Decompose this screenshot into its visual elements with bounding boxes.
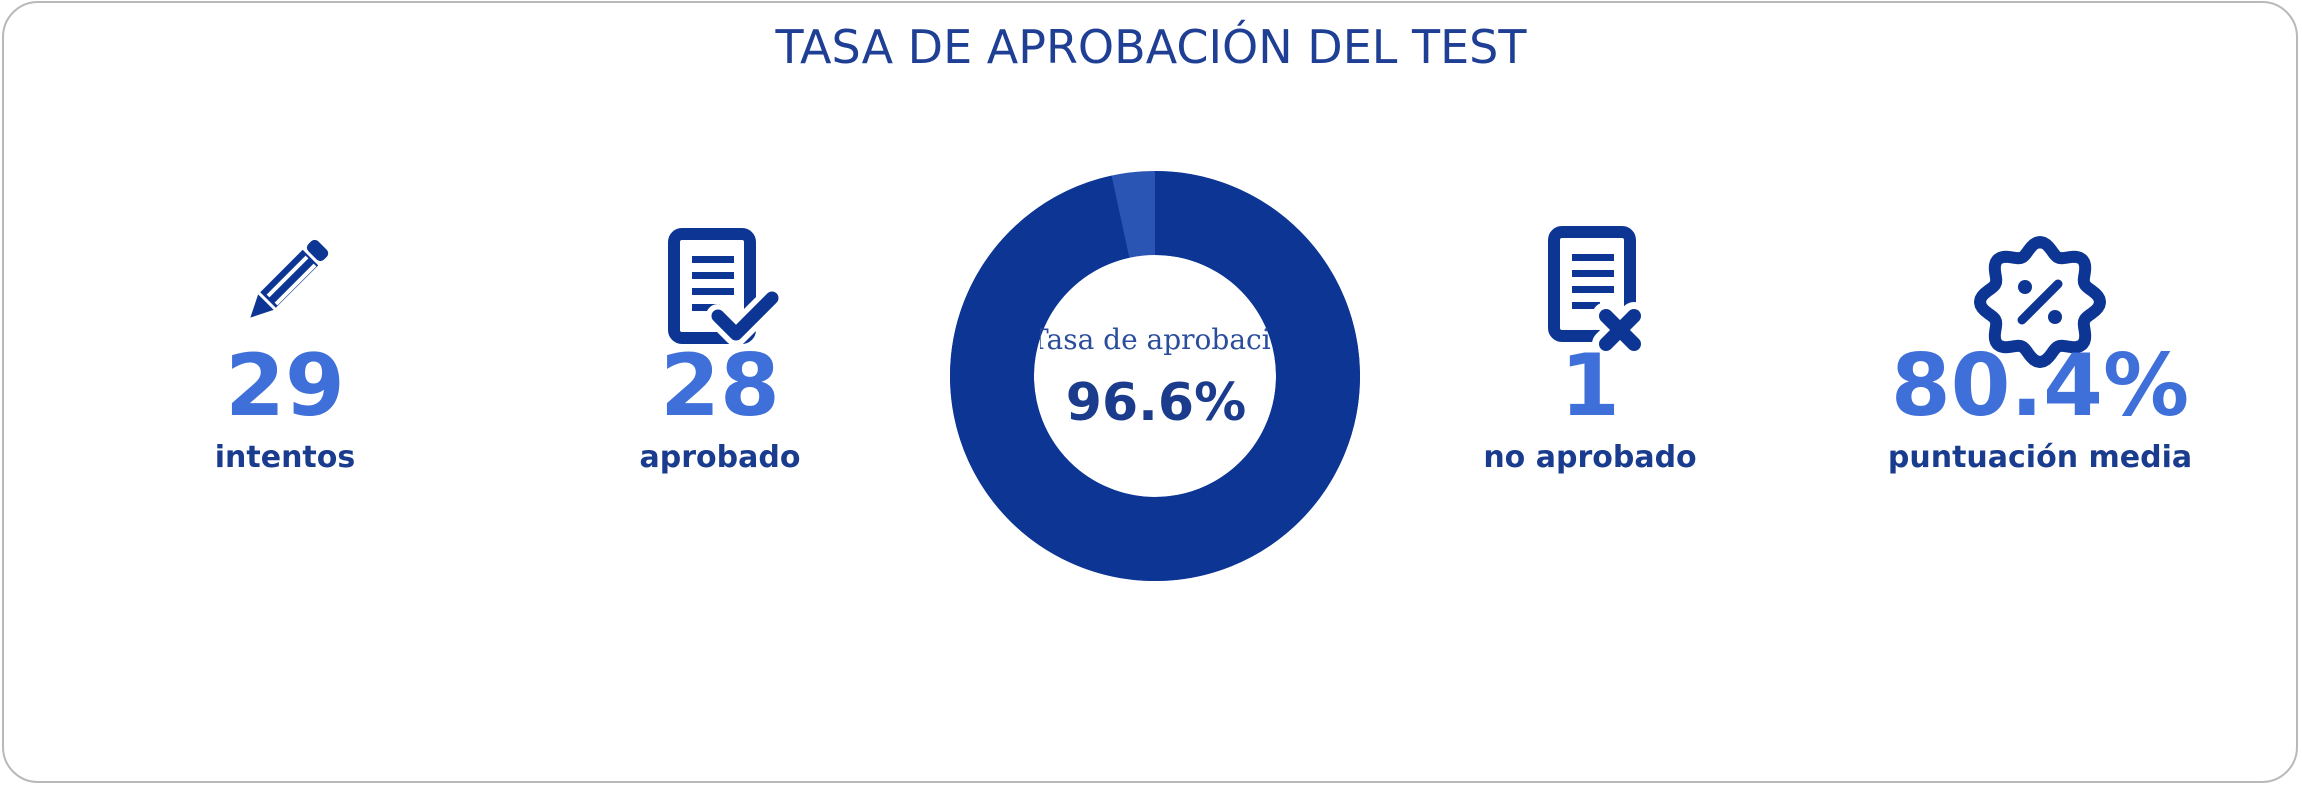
stat-failed: 1 no aprobado: [1455, 226, 1725, 488]
donut-main-arc: [950, 171, 1360, 581]
page-title: TASA DE APROBACIÓN DEL TEST: [775, 20, 1527, 74]
failed-value: 1: [1560, 336, 1620, 436]
passed-value: 28: [660, 336, 780, 436]
document-x-icon: [1520, 224, 1660, 364]
failed-label: no aprobado: [1483, 440, 1697, 475]
attempts-value: 29: [225, 336, 345, 436]
donut-label: Tasa de aprobación: [1040, 323, 1272, 356]
stat-average: 80.4% puntuación media: [1860, 228, 2220, 488]
passed-label: aprobado: [639, 440, 801, 475]
pass-rate-donut: [950, 171, 1360, 581]
stat-passed: 28 aprobado: [595, 228, 845, 488]
pencil-icon: [230, 228, 340, 342]
donut-center: Tasa de aprobación 96.6%: [1040, 320, 1272, 438]
average-value: 80.4%: [1890, 336, 2190, 436]
document-check-icon: [650, 226, 790, 362]
average-label: puntuación media: [1887, 440, 2193, 475]
stat-attempts: 29 intentos: [160, 228, 410, 488]
percent-badge-icon: [1970, 232, 2110, 376]
donut-value: 96.6%: [1065, 373, 1247, 433]
attempts-label: intentos: [214, 440, 356, 475]
